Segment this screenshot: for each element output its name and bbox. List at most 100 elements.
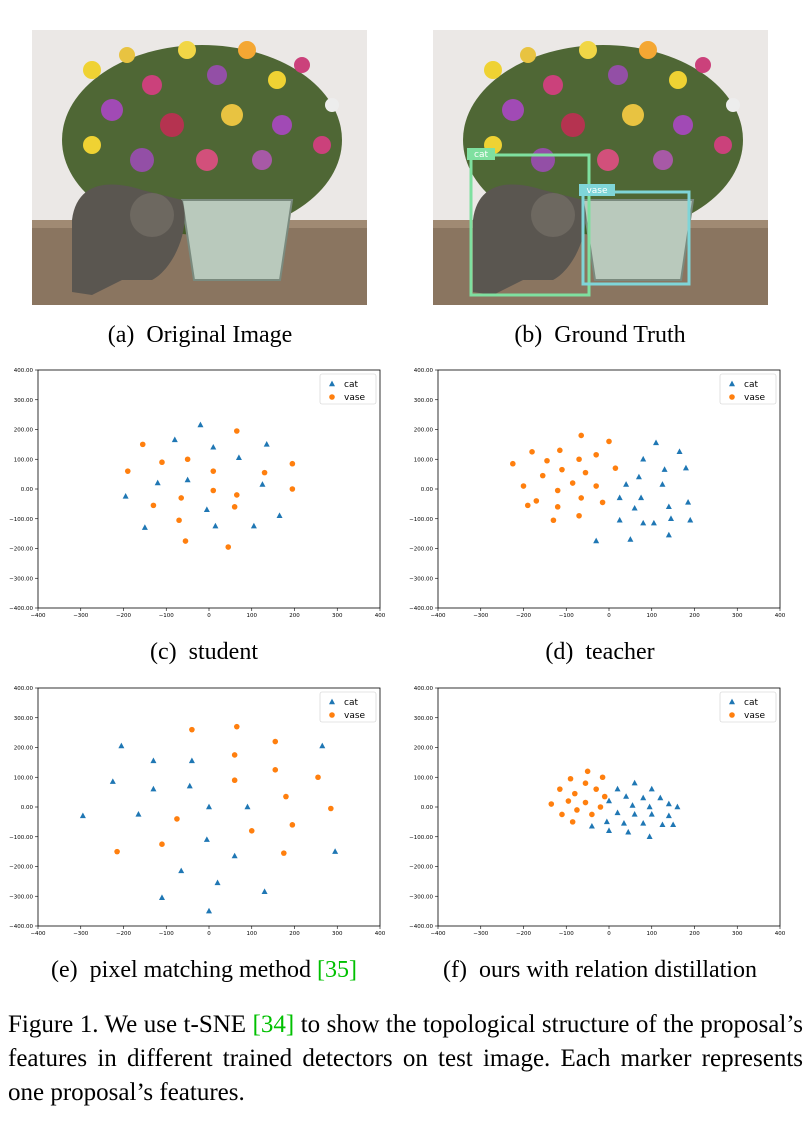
- vase-point: [550, 517, 557, 524]
- vase-point: [599, 774, 606, 781]
- vase-point: [599, 499, 606, 506]
- vase-point: [189, 726, 195, 733]
- cat-point: [650, 519, 657, 526]
- figure-caption-citation[interactable]: [34]: [252, 1011, 295, 1038]
- vase-point: [231, 752, 238, 758]
- legend-vase-marker: [729, 394, 735, 400]
- vase-point: [612, 465, 619, 471]
- cat-point: [141, 524, 148, 530]
- caption-c: (c) student: [150, 639, 258, 665]
- cat-point: [640, 519, 647, 526]
- x-tick-label: 300: [332, 613, 343, 619]
- vase-point: [315, 774, 321, 781]
- vase-point: [150, 502, 157, 509]
- y-tick-label: 100.00: [414, 457, 434, 463]
- y-tick-label: 100.00: [414, 775, 434, 781]
- vase-point: [557, 447, 563, 454]
- cat-point: [171, 436, 178, 443]
- cat-point: [150, 785, 157, 792]
- caption-e-citation[interactable]: [35]: [316, 957, 357, 983]
- legend-cat-marker: [329, 698, 335, 705]
- cat-point: [635, 473, 642, 480]
- cat-point: [625, 828, 632, 835]
- y-tick-label: 300.00: [414, 716, 434, 722]
- y-tick-label: 300.00: [414, 398, 434, 404]
- y-tick-label: 400.00: [414, 368, 434, 374]
- vase-point: [159, 459, 165, 466]
- cat-point: [614, 785, 621, 792]
- caption-d: (d) teacher: [545, 639, 655, 665]
- vase-point: [544, 457, 550, 464]
- plot-frame: [437, 369, 781, 609]
- cat-bounding-box: [469, 153, 591, 297]
- y-tick-label: −200.00: [409, 865, 433, 871]
- vase-point: [554, 487, 561, 494]
- legend-cat-label: cat: [344, 698, 358, 708]
- cat-point: [638, 494, 645, 501]
- vase-point: [574, 807, 580, 813]
- vase-point: [582, 469, 589, 476]
- vase-point: [576, 512, 582, 519]
- x-tick-label: 0: [607, 931, 611, 937]
- vase-point: [231, 777, 238, 784]
- teacher-scatter-plot: −400 −300 −200 −100 0 100 200 300 400 −400.00 −300…: [409, 368, 786, 619]
- cat-point: [646, 803, 653, 810]
- cat-point: [79, 812, 86, 819]
- x-tick-label: −300: [473, 931, 489, 937]
- vase-point: [601, 793, 608, 800]
- cat-point: [332, 848, 339, 854]
- cat-point: [614, 809, 621, 816]
- x-tick-label: −300: [73, 931, 89, 937]
- cat-point: [261, 888, 268, 894]
- vase-point: [593, 483, 599, 489]
- vase-point: [328, 805, 334, 812]
- y-tick-label: 200.00: [414, 428, 434, 434]
- vase-point: [565, 798, 572, 804]
- vase-point: [584, 768, 591, 775]
- caption-a: (a) Original Image: [107, 322, 293, 348]
- y-tick-label: 300.00: [14, 716, 34, 722]
- x-tick-label: 300: [732, 613, 743, 619]
- vase-point: [233, 492, 240, 498]
- y-tick-label: −100.00: [9, 835, 33, 841]
- student-scatter-plot: −400 −300 −200 −100 0 100 200 300 400 −400.00 −300…: [9, 368, 386, 619]
- cat-point: [606, 797, 612, 804]
- legend-vase-label: vase: [344, 711, 366, 721]
- vase-point: [289, 822, 296, 828]
- cat-box-label: cat: [474, 150, 488, 160]
- cat-point: [653, 439, 660, 446]
- cat-point: [640, 819, 647, 826]
- vase-point: [597, 804, 604, 810]
- x-tick-label: −100: [159, 613, 175, 619]
- y-tick-label: 100.00: [14, 457, 34, 463]
- vase-point: [589, 811, 595, 818]
- vase-point: [225, 544, 232, 550]
- vase-point: [593, 451, 599, 458]
- cat-point: [231, 852, 238, 859]
- y-tick-label: −300.00: [409, 894, 433, 900]
- x-tick-label: −400: [30, 931, 46, 937]
- cat-point: [665, 812, 672, 819]
- relation-distillation-scatter-plot: −400 −300 −200 −100 0 100 200 300 400 −400.00 −300…: [409, 686, 786, 937]
- y-tick-label: 0.00: [421, 805, 434, 811]
- y-tick-label: −300.00: [409, 576, 433, 582]
- vase-point: [139, 441, 146, 448]
- vase-point: [281, 850, 287, 856]
- legend-vase-label: vase: [744, 711, 766, 721]
- y-tick-label: −200.00: [9, 547, 33, 553]
- vase-point: [248, 828, 255, 834]
- y-tick-label: 200.00: [14, 746, 34, 752]
- vase-point: [510, 460, 516, 467]
- cat-point: [259, 481, 266, 487]
- y-tick-label: −400.00: [9, 924, 33, 930]
- cat-point: [623, 481, 630, 487]
- cat-point: [685, 498, 692, 505]
- x-tick-label: −200: [516, 931, 532, 937]
- legend-vase-marker: [729, 712, 735, 718]
- vase-point: [174, 816, 180, 822]
- y-tick-label: −300.00: [9, 894, 33, 900]
- vase-point: [539, 472, 546, 479]
- cat-point: [244, 803, 251, 810]
- x-tick-label: 400: [375, 931, 386, 937]
- vase-point: [569, 480, 576, 486]
